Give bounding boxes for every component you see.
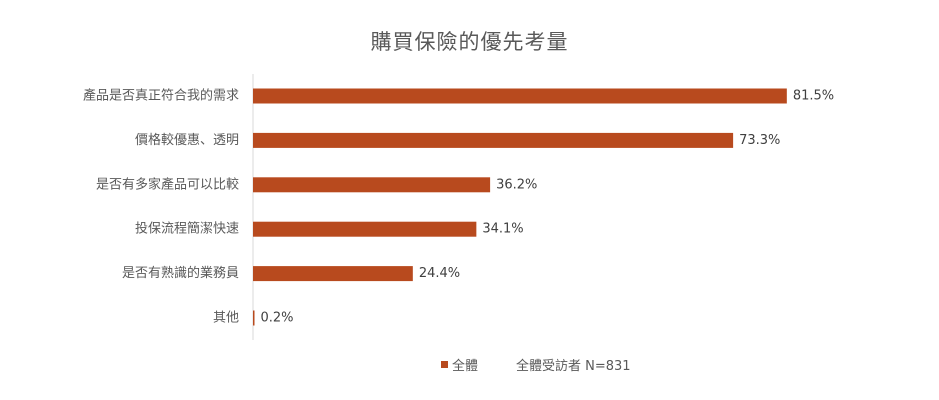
value-label: 81.5%	[793, 89, 834, 104]
bar	[253, 88, 787, 104]
category-label: 其他	[213, 311, 239, 326]
category-label: 是否有多家產品可以比較	[96, 176, 239, 192]
chart-title: 購買保險的優先考量	[370, 30, 569, 54]
value-label: 34.1%	[482, 222, 523, 237]
value-label: 0.2%	[261, 311, 294, 326]
legend: 全體 全體受訪者 N=831	[441, 355, 631, 374]
bar	[253, 310, 255, 326]
value-label: 36.2%	[496, 177, 537, 192]
legend-swatch	[441, 361, 448, 368]
value-label: 73.3%	[739, 133, 780, 148]
sample-note: 全體受訪者 N=831	[516, 359, 631, 374]
category-label: 價格較優惠、透明	[135, 132, 239, 148]
value-label: 24.4%	[419, 266, 460, 281]
bar	[253, 221, 477, 237]
category-label: 是否有熟識的業務員	[122, 265, 239, 281]
category-label: 投保流程簡潔快速	[135, 221, 239, 237]
category-label: 產品是否真正符合我的需求	[83, 88, 239, 104]
bar	[253, 177, 491, 193]
bar	[253, 266, 413, 282]
legend-series-label: 全體	[452, 359, 479, 374]
bar	[253, 132, 734, 148]
